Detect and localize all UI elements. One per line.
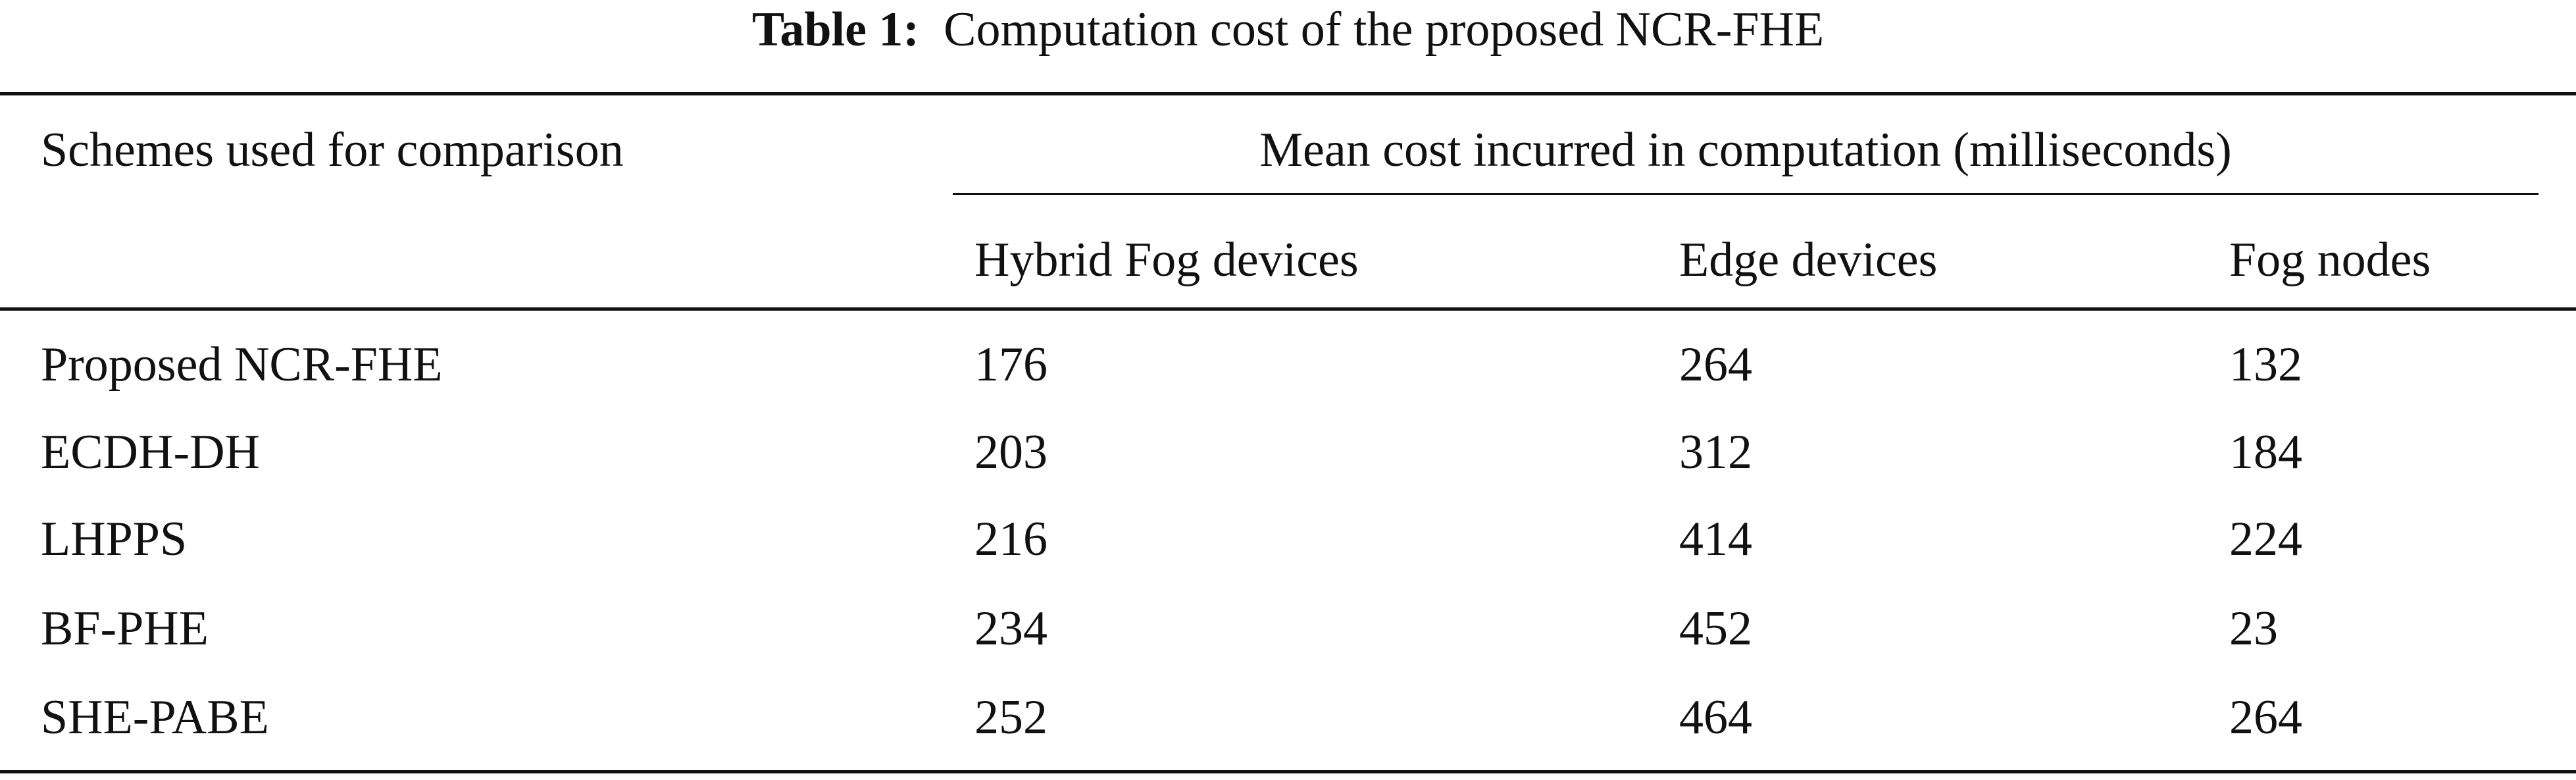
cell: 264 — [2229, 690, 2302, 744]
column-header: Edge devices — [1679, 233, 1938, 287]
cell: 234 — [974, 602, 1048, 656]
row-label: Proposed NCR-FHE — [41, 338, 443, 392]
cell: 464 — [1679, 690, 1752, 744]
cell: 184 — [2229, 425, 2302, 479]
cell: 414 — [1679, 512, 1752, 566]
cell: 264 — [1679, 338, 1752, 392]
row-label: ECDH-DH — [41, 425, 260, 479]
row-label: BF-PHE — [41, 602, 209, 656]
column-header: Hybrid Fog devices — [974, 233, 1359, 287]
header-cell: Schemes used for comparison — [41, 123, 624, 177]
cell: 23 — [2229, 602, 2278, 656]
row-label: LHPPS — [41, 512, 188, 566]
bottom-rule — [0, 770, 2576, 773]
cell: 216 — [974, 512, 1048, 566]
cell: 132 — [2229, 338, 2302, 392]
cell: 203 — [974, 425, 1048, 479]
cell: 224 — [2229, 512, 2302, 566]
cell: 176 — [974, 338, 1048, 392]
caption-label: Table 1: — [751, 3, 920, 57]
column-header: Fog nodes — [2229, 233, 2431, 287]
cell: 452 — [1679, 602, 1752, 656]
header-rule — [0, 307, 2576, 311]
caption-text: Computation cost of the proposed NCR-FHE — [944, 3, 1825, 57]
cell: 312 — [1679, 425, 1752, 479]
header-group: Mean cost incurred in computation (milli… — [1259, 123, 2232, 177]
caption: Table 1: Computation cost of the propose… — [0, 5, 2576, 54]
group-rule — [953, 193, 2538, 195]
row-label: SHE-PABE — [41, 690, 269, 744]
top-rule — [0, 92, 2576, 95]
cell: 252 — [974, 690, 1048, 744]
